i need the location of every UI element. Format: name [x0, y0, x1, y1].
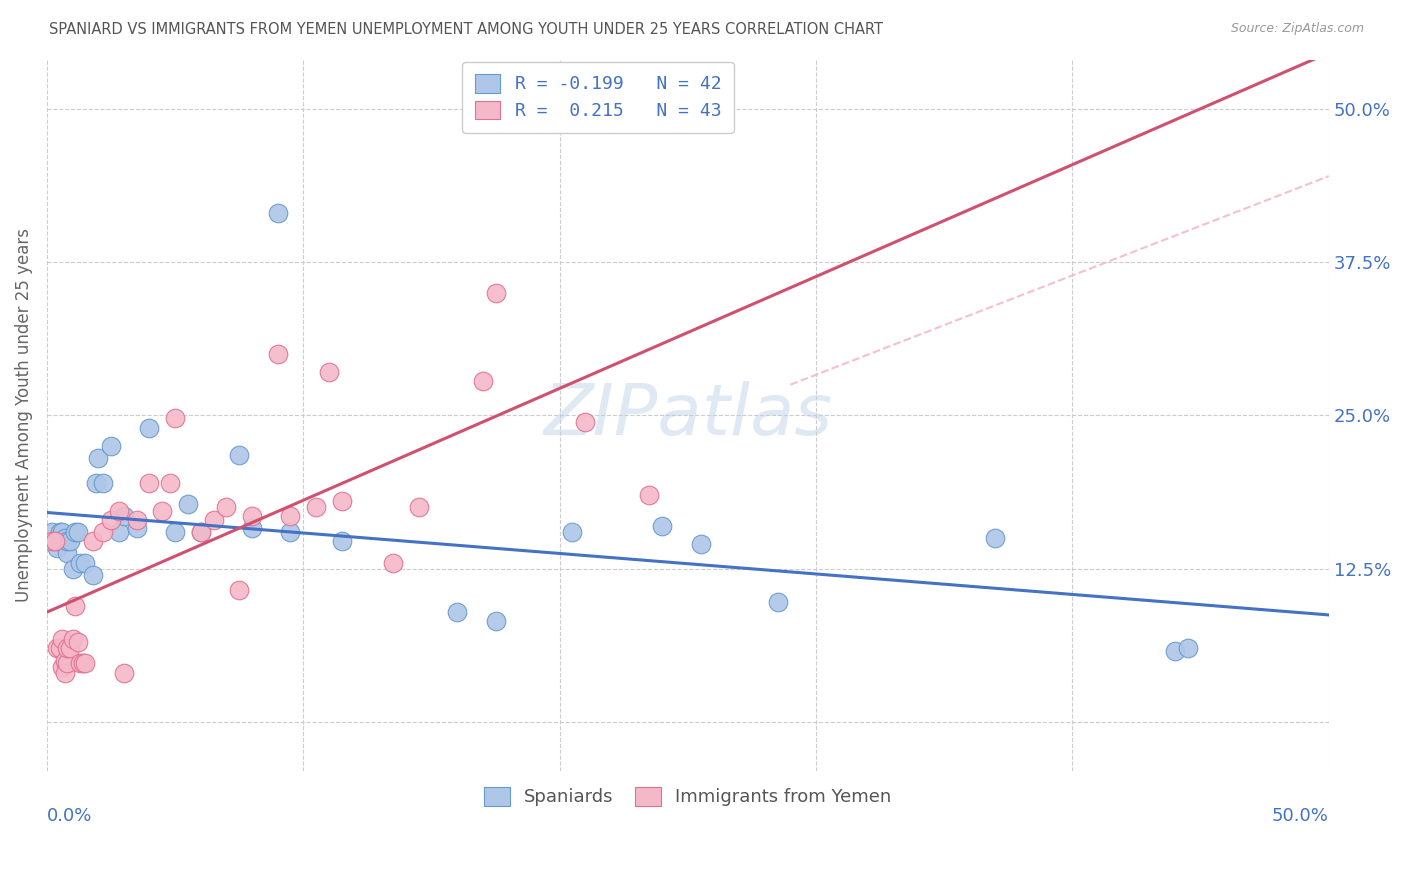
Point: [1177, 641, 1199, 656]
Point: [190, 524, 212, 539]
Point: [44, 533, 66, 548]
Point: [240, 521, 263, 535]
Point: [165, 410, 187, 425]
Text: 50.0%: 50.0%: [1272, 806, 1329, 825]
Point: [59, 641, 82, 656]
Point: [446, 605, 468, 619]
Point: [107, 524, 129, 539]
Point: [41, 533, 63, 548]
Point: [82, 567, 104, 582]
Point: [125, 521, 148, 535]
Point: [318, 366, 340, 380]
Point: [177, 497, 200, 511]
Point: [53, 531, 76, 545]
Point: [165, 524, 187, 539]
Point: [84, 475, 107, 490]
Point: [51, 533, 73, 548]
Point: [471, 374, 494, 388]
Point: [159, 475, 181, 490]
Point: [228, 448, 250, 462]
Point: [56, 533, 79, 548]
Text: 0.0%: 0.0%: [46, 806, 93, 825]
Point: [46, 641, 69, 656]
Point: [408, 500, 430, 515]
Point: [638, 488, 661, 502]
Point: [330, 533, 353, 548]
Point: [280, 524, 302, 539]
Point: [112, 665, 135, 680]
Point: [48, 641, 70, 656]
Point: [100, 513, 122, 527]
Point: [91, 475, 114, 490]
Point: [59, 533, 82, 548]
Point: [305, 500, 328, 515]
Point: [41, 524, 63, 539]
Point: [69, 556, 91, 570]
Point: [138, 420, 160, 434]
Point: [561, 524, 583, 539]
Point: [228, 582, 250, 597]
Point: [382, 556, 405, 570]
Point: [51, 632, 73, 646]
Point: [215, 500, 238, 515]
Point: [190, 524, 212, 539]
Point: [62, 632, 84, 646]
Point: [91, 524, 114, 539]
Point: [51, 660, 73, 674]
Text: ZIPatlas: ZIPatlas: [543, 381, 832, 450]
Point: [107, 504, 129, 518]
Point: [53, 665, 76, 680]
Point: [689, 537, 711, 551]
Point: [138, 475, 160, 490]
Point: [202, 513, 225, 527]
Point: [1164, 644, 1187, 658]
Point: [574, 415, 596, 429]
Point: [766, 595, 789, 609]
Point: [266, 347, 288, 361]
Point: [62, 562, 84, 576]
Point: [69, 656, 91, 670]
Text: Source: ZipAtlas.com: Source: ZipAtlas.com: [1230, 22, 1364, 36]
Point: [51, 524, 73, 539]
Point: [150, 504, 173, 518]
Point: [266, 206, 288, 220]
Point: [484, 615, 506, 629]
Point: [56, 656, 79, 670]
Point: [280, 508, 302, 523]
Point: [100, 439, 122, 453]
Point: [82, 533, 104, 548]
Point: [66, 635, 89, 649]
Y-axis label: Unemployment Among Youth under 25 years: Unemployment Among Youth under 25 years: [15, 228, 32, 602]
Point: [46, 541, 69, 555]
Point: [75, 656, 97, 670]
Point: [44, 533, 66, 548]
Point: [984, 531, 1007, 545]
Point: [240, 508, 263, 523]
Point: [112, 508, 135, 523]
Point: [56, 641, 79, 656]
Point: [53, 654, 76, 668]
Point: [56, 546, 79, 560]
Point: [63, 599, 86, 613]
Point: [651, 518, 673, 533]
Point: [72, 656, 94, 670]
Point: [66, 524, 89, 539]
Point: [75, 556, 97, 570]
Point: [330, 494, 353, 508]
Point: [87, 451, 110, 466]
Legend: Spaniards, Immigrants from Yemen: Spaniards, Immigrants from Yemen: [472, 774, 904, 819]
Point: [63, 524, 86, 539]
Point: [125, 513, 148, 527]
Point: [484, 285, 506, 300]
Point: [48, 524, 70, 539]
Point: [48, 533, 70, 548]
Text: SPANIARD VS IMMIGRANTS FROM YEMEN UNEMPLOYMENT AMONG YOUTH UNDER 25 YEARS CORREL: SPANIARD VS IMMIGRANTS FROM YEMEN UNEMPL…: [49, 22, 883, 37]
